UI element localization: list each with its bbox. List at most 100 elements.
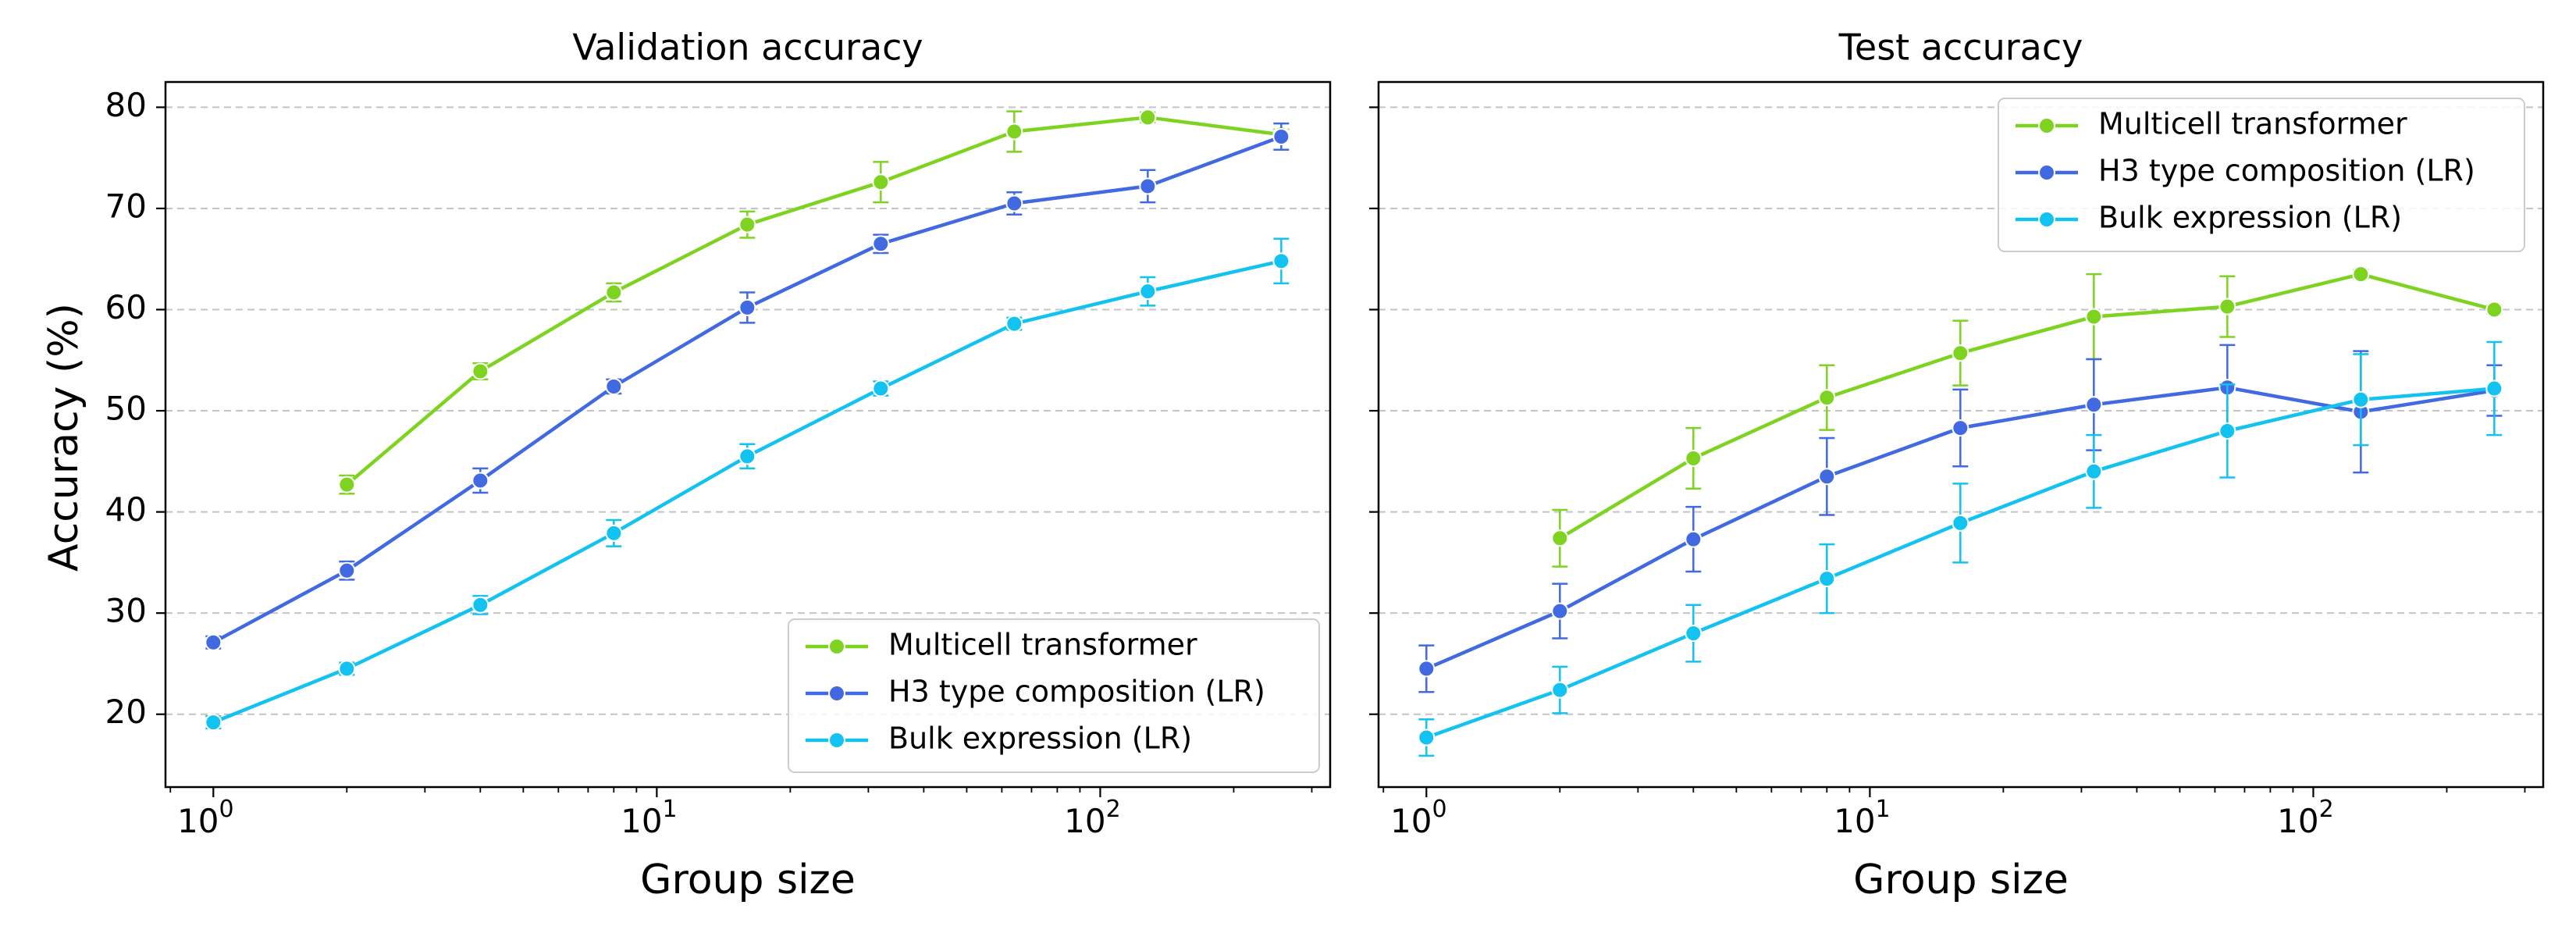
test-y-ticks <box>1369 106 1379 715</box>
test-series <box>1418 265 2503 757</box>
validation-plot-frame <box>164 80 1332 789</box>
test-gridlines <box>1379 106 2543 715</box>
validation-x-tick-label-exponent: 0 <box>219 796 233 823</box>
validation-series-0-point <box>1005 123 1023 141</box>
validation-x-tick-label: 102 <box>1064 796 1121 840</box>
validation-series-2-point <box>1272 252 1290 270</box>
validation-legend: Multicell transformer H3 type composition… <box>788 618 1320 773</box>
validation-y-tick-label-80: 80 <box>105 86 147 124</box>
validation-series-2-point <box>872 379 890 397</box>
validation-series-0-point <box>471 362 489 380</box>
validation-series-1-point <box>205 633 222 651</box>
validation-legend-label-2: Bulk expression (LR) <box>888 721 1192 756</box>
validation-series-2-point <box>338 660 356 678</box>
test-plot-frame <box>1377 80 2545 789</box>
validation-x-tick-label-base: 10 <box>621 802 662 840</box>
test-series-0-point <box>1551 529 1569 547</box>
test-series-0-point <box>2085 308 2103 326</box>
test-x-tick-label-base: 10 <box>2277 802 2318 840</box>
test-series-2-point <box>2218 422 2236 440</box>
validation-legend-box <box>788 618 1320 773</box>
validation-x-tick-label: 101 <box>621 796 678 840</box>
validation-series-1-point <box>605 377 623 395</box>
test-series-1-point <box>1551 602 1569 620</box>
test-series-0-point <box>2485 301 2503 319</box>
validation-x-axis-label: Group size <box>640 857 856 903</box>
validation-gridlines <box>165 106 1330 715</box>
validation-series-2-point <box>471 596 489 614</box>
validation-legend-marker-1 <box>828 685 845 702</box>
validation-series-2-point <box>1139 283 1157 301</box>
test-x-axis-label: Group size <box>1853 857 2069 903</box>
test-series-2-point <box>1952 514 1969 532</box>
test-series-2-point <box>2485 379 2503 397</box>
validation-series-0-point <box>605 283 623 301</box>
validation-series-0-point <box>338 476 356 493</box>
validation-series-1-point <box>738 298 756 316</box>
validation-x-tick-label-exponent: 1 <box>663 796 678 823</box>
validation-series-0-point <box>738 216 756 233</box>
validation-x-tick-label-base: 10 <box>1064 802 1105 840</box>
validation-series-1-point <box>872 235 890 253</box>
test-series-2-point <box>2085 462 2103 480</box>
test-legend-label-2: Bulk expression (LR) <box>2098 201 2402 235</box>
test-series-0-line <box>1559 272 2495 540</box>
validation-panel-title: Validation accuracy <box>572 27 923 69</box>
validation-series-1-point <box>1272 127 1290 145</box>
test-x-tick-label: 102 <box>2277 796 2334 840</box>
validation-x-ticks: 100 101 102 <box>169 787 1313 840</box>
validation-y-tick-label-50: 50 <box>105 390 147 428</box>
test-series-0-point <box>1952 344 1969 362</box>
validation-y-tick-label-20: 20 <box>105 693 147 731</box>
test-x-ticks: 100 101 102 <box>1382 787 2526 840</box>
validation-legend-label-0: Multicell transformer <box>888 628 1197 662</box>
validation-series-2-point <box>605 524 623 542</box>
test-series-1-point <box>1952 419 1969 437</box>
validation-x-tick-label-base: 10 <box>177 802 219 840</box>
validation-y-tick-label-40: 40 <box>105 490 147 529</box>
test-series-1-point <box>1418 660 1436 678</box>
test-series-0-point <box>2352 265 2370 283</box>
validation-series-1-point <box>1005 194 1023 212</box>
test-x-tick-label-base: 10 <box>1390 802 1432 840</box>
test-panel-title: Test accuracy <box>1838 27 2083 69</box>
test-series-1-point <box>2085 396 2103 414</box>
test-x-tick-label-base: 10 <box>1834 802 1875 840</box>
validation-series-1-point <box>1139 177 1157 195</box>
validation-legend-label-1: H3 type composition (LR) <box>888 675 1265 709</box>
test-legend-label-0: Multicell transformer <box>2098 107 2407 141</box>
test-x-tick-label-exponent: 2 <box>2319 796 2334 823</box>
test-legend-marker-1 <box>2038 164 2055 181</box>
validation-y-tick-label-30: 30 <box>105 592 147 630</box>
test-series-2-point <box>1551 681 1569 699</box>
test-series-0-point <box>1818 389 1836 407</box>
test-x-tick-label: 100 <box>1390 796 1447 840</box>
test-series-1-point <box>1818 468 1836 486</box>
validation-series-1-point <box>471 472 489 490</box>
test-series-2-point <box>1818 570 1836 588</box>
test-legend-marker-2 <box>2038 211 2055 228</box>
validation-series-0-point <box>1139 109 1157 126</box>
validation-series-2-point <box>738 447 756 465</box>
test-legend: Multicell transformer H3 type composition… <box>1998 98 2525 252</box>
test-series-0-point <box>1685 449 1703 467</box>
test-series-2-point <box>2352 390 2370 408</box>
validation-legend-marker-0 <box>828 638 845 655</box>
validation-accuracy-panel: Validation accuracy Group size 203040506… <box>105 27 1332 903</box>
test-series-0-point <box>2218 297 2236 315</box>
test-series-1-point <box>1685 530 1703 548</box>
validation-series-2-point <box>205 714 222 732</box>
test-series-2-point <box>1685 625 1703 643</box>
test-x-tick-label: 101 <box>1834 796 1891 840</box>
validation-x-tick-label-exponent: 2 <box>1106 796 1121 823</box>
validation-series-2-point <box>1005 315 1023 333</box>
test-x-tick-label-exponent: 0 <box>1432 796 1446 823</box>
test-x-tick-label-exponent: 1 <box>1876 796 1891 823</box>
test-series-2-point <box>1418 729 1436 746</box>
validation-legend-marker-2 <box>828 732 845 749</box>
validation-series-0-line <box>345 116 1282 486</box>
test-accuracy-panel: Test accuracy Group size 100 101 102 Multi… <box>1369 27 2545 903</box>
validation-x-tick-label: 100 <box>177 796 234 840</box>
validation-series <box>205 109 1290 732</box>
